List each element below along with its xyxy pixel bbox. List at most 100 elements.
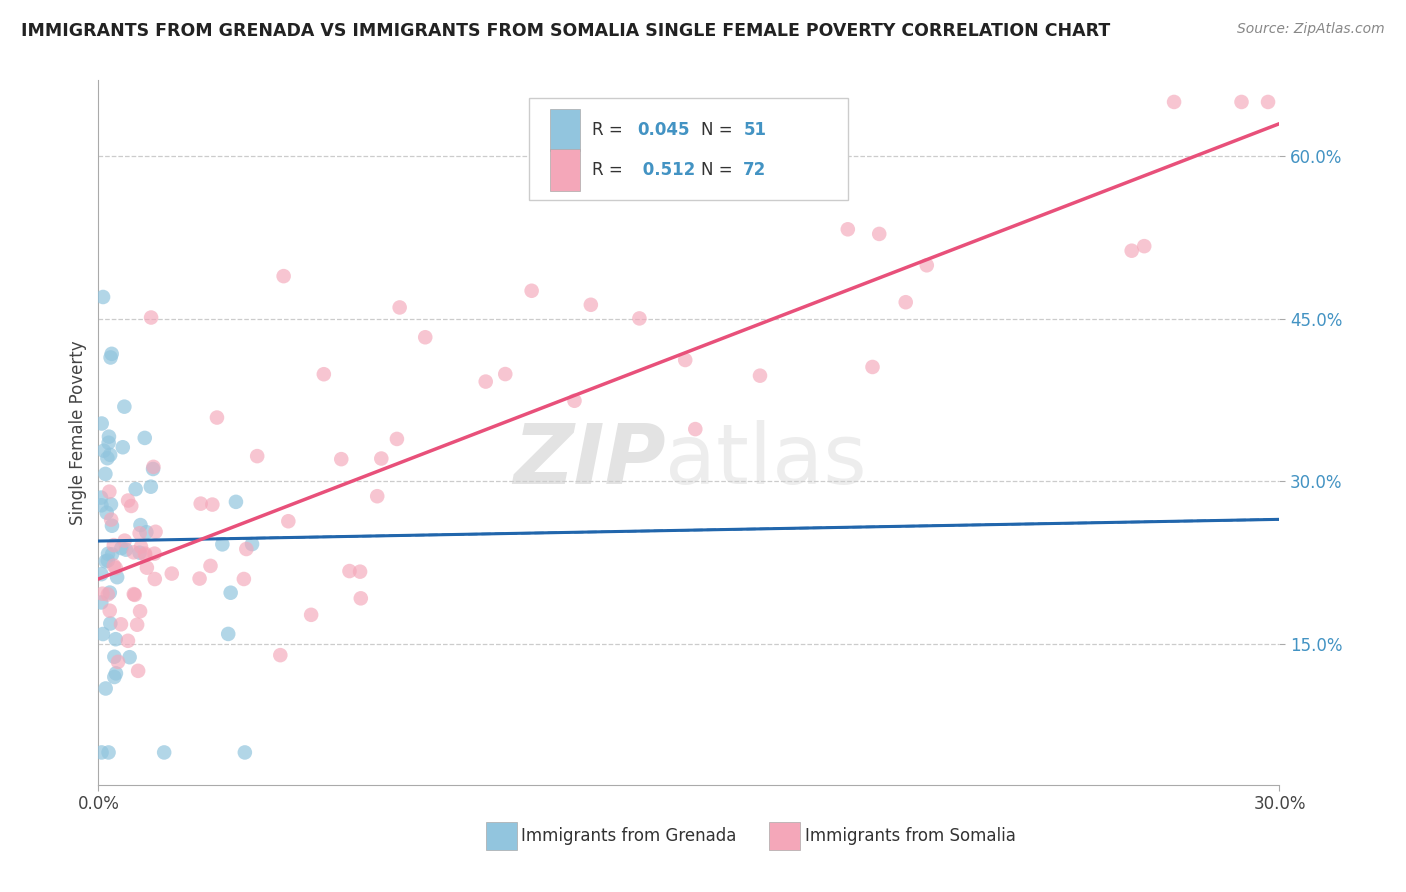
Text: R =: R = — [592, 121, 628, 139]
Point — [277, 514, 299, 528]
Point — [915, 258, 938, 272]
Point — [97, 587, 120, 601]
Text: 51: 51 — [744, 121, 766, 139]
Point — [673, 353, 696, 368]
Point — [330, 452, 353, 467]
Point — [124, 482, 146, 496]
Point — [135, 525, 157, 540]
Point — [110, 541, 132, 555]
Point — [232, 572, 254, 586]
Point — [388, 301, 411, 315]
Point — [91, 627, 114, 641]
Point — [122, 545, 145, 559]
Point — [370, 451, 392, 466]
Point — [90, 498, 112, 512]
Point — [225, 495, 247, 509]
Point — [127, 617, 149, 632]
Point — [862, 359, 884, 374]
Point — [134, 548, 156, 562]
Point — [103, 538, 125, 552]
Text: 72: 72 — [744, 161, 766, 179]
Point — [837, 222, 859, 236]
Point — [100, 347, 122, 361]
Point — [117, 493, 139, 508]
Point — [139, 310, 162, 325]
Point — [894, 295, 917, 310]
Point — [120, 499, 142, 513]
Point — [868, 227, 890, 241]
Text: Source: ZipAtlas.com: Source: ZipAtlas.com — [1237, 22, 1385, 37]
Point — [235, 541, 257, 556]
Point — [312, 368, 335, 382]
Point — [413, 330, 436, 344]
Point — [564, 393, 586, 408]
Point — [339, 564, 361, 578]
Point — [520, 284, 543, 298]
Point — [1230, 95, 1253, 109]
Point — [188, 572, 211, 586]
FancyBboxPatch shape — [550, 109, 581, 151]
Point — [350, 591, 373, 606]
Text: 0.045: 0.045 — [637, 121, 689, 139]
Point — [299, 607, 322, 622]
Point — [90, 491, 112, 505]
Point — [100, 497, 122, 511]
Point — [219, 585, 242, 599]
Point — [96, 506, 118, 520]
FancyBboxPatch shape — [550, 149, 581, 191]
Point — [201, 498, 224, 512]
Point — [200, 558, 222, 573]
Point — [385, 432, 408, 446]
Point — [749, 368, 772, 383]
Point — [233, 746, 256, 760]
Point — [217, 627, 239, 641]
Point — [474, 375, 496, 389]
Point — [110, 617, 132, 632]
Point — [111, 440, 134, 454]
Text: atlas: atlas — [665, 420, 868, 501]
Point — [104, 632, 127, 647]
Text: 0.512: 0.512 — [637, 161, 695, 179]
Point — [90, 746, 112, 760]
Text: R =: R = — [592, 161, 628, 179]
Point — [104, 666, 127, 681]
Point — [94, 681, 117, 696]
Point — [153, 746, 176, 760]
Point — [628, 311, 651, 326]
Point — [142, 459, 165, 474]
Point — [94, 467, 117, 481]
Point — [134, 547, 156, 561]
Point — [107, 655, 129, 669]
Point — [98, 448, 121, 462]
Point — [112, 400, 135, 414]
Point — [90, 417, 112, 431]
Point — [143, 547, 166, 561]
Point — [91, 290, 114, 304]
Point — [129, 604, 152, 618]
Point — [349, 565, 371, 579]
Point — [91, 587, 114, 601]
Point — [122, 587, 145, 601]
Point — [1133, 239, 1156, 253]
Point — [685, 422, 707, 436]
Point — [139, 480, 162, 494]
Point — [143, 572, 166, 586]
Point — [97, 435, 120, 450]
Point — [190, 497, 212, 511]
Point — [579, 298, 602, 312]
Point — [129, 540, 152, 554]
Point — [134, 431, 156, 445]
Point — [145, 524, 167, 539]
FancyBboxPatch shape — [530, 98, 848, 200]
Point — [115, 542, 138, 557]
Point — [135, 560, 157, 574]
Point — [1257, 95, 1279, 109]
Point — [97, 553, 120, 567]
Y-axis label: Single Female Poverty: Single Female Poverty — [69, 341, 87, 524]
Text: ZIP: ZIP — [513, 420, 665, 501]
Point — [118, 650, 141, 665]
Point — [494, 367, 516, 381]
Point — [366, 489, 388, 503]
Text: N =: N = — [700, 161, 738, 179]
Point — [1163, 95, 1185, 109]
